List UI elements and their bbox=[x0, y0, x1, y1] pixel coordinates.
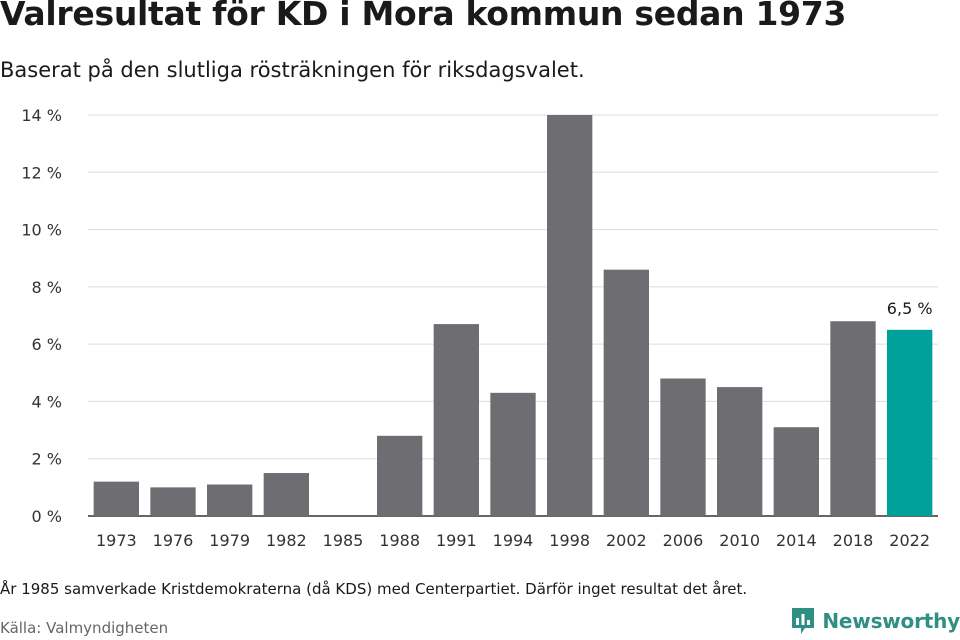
x-tick-label: 1979 bbox=[209, 531, 250, 550]
x-tick-label: 2014 bbox=[776, 531, 817, 550]
data-label-2022: 6,5 % bbox=[887, 299, 933, 318]
y-tick-label: 14 % bbox=[21, 106, 62, 125]
newsworthy-logo: Newsworthy bbox=[790, 606, 960, 636]
y-tick-label: 10 % bbox=[21, 221, 62, 240]
x-tick-label: 2022 bbox=[889, 531, 930, 550]
bar-1979 bbox=[207, 484, 253, 516]
bar-1988 bbox=[377, 435, 423, 516]
x-tick-label: 1976 bbox=[153, 531, 194, 550]
source-credit: Källa: Valmyndigheten bbox=[0, 619, 169, 637]
x-tick-label: 1973 bbox=[96, 531, 137, 550]
x-tick-label: 2002 bbox=[606, 531, 647, 550]
y-tick-label: 8 % bbox=[32, 278, 62, 297]
bar-chart-bubble-icon bbox=[792, 608, 815, 634]
y-tick-label: 0 % bbox=[32, 507, 62, 526]
y-tick-label: 2 % bbox=[32, 450, 62, 469]
x-tick-label: 1991 bbox=[436, 531, 477, 550]
bar-2006 bbox=[660, 378, 706, 516]
bar-1982 bbox=[263, 473, 309, 516]
bar-2014 bbox=[773, 427, 819, 516]
x-tick-label: 1998 bbox=[549, 531, 590, 550]
y-tick-label: 6 % bbox=[32, 335, 62, 354]
y-tick-label: 4 % bbox=[32, 392, 62, 411]
x-tick-label: 1988 bbox=[379, 531, 420, 550]
bar-2010 bbox=[717, 387, 763, 516]
x-tick-label: 1982 bbox=[266, 531, 307, 550]
chart-title: Valresultat för KD i Mora kommun sedan 1… bbox=[0, 0, 847, 33]
brand-name: Newsworthy bbox=[822, 609, 960, 633]
chart-subtitle: Baserat på den slutliga rösträkningen fö… bbox=[0, 58, 585, 82]
bar-1994 bbox=[490, 392, 536, 516]
bar-chart: 0 % 2 % 4 % 6 % 8 % 10 % 12 % 14 % 1973 1976 1979… bbox=[21, 106, 938, 550]
bar-2018 bbox=[830, 321, 876, 516]
x-tick-label: 2006 bbox=[663, 531, 704, 550]
x-tick-label: 2018 bbox=[833, 531, 874, 550]
bar-1998 bbox=[547, 115, 593, 516]
x-tick-label: 2010 bbox=[719, 531, 760, 550]
x-tick-label: 1985 bbox=[323, 531, 364, 550]
bar-1973 bbox=[93, 481, 139, 516]
bar-1991 bbox=[433, 324, 479, 516]
bar-1976 bbox=[150, 487, 196, 516]
x-tick-label: 1994 bbox=[493, 531, 534, 550]
bar-2002 bbox=[603, 269, 649, 516]
y-tick-label: 12 % bbox=[21, 163, 62, 182]
footnote: År 1985 samverkade Kristdemokraterna (då… bbox=[0, 580, 748, 598]
bar-2022 bbox=[887, 329, 933, 516]
